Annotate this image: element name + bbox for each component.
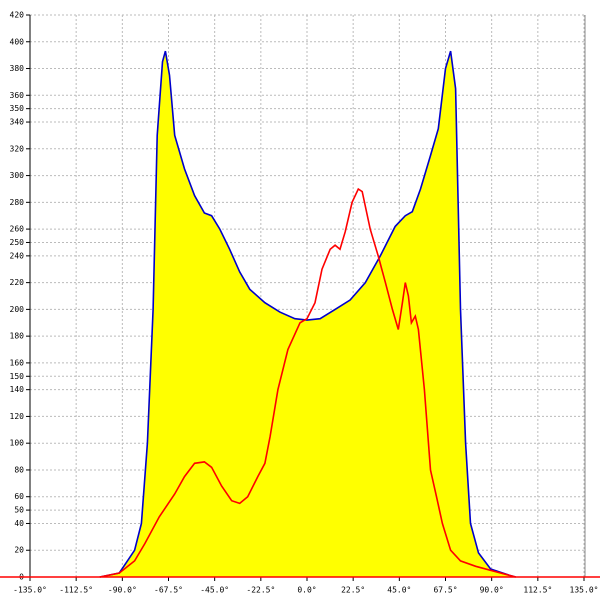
y-tick-label: 180 [10, 332, 25, 341]
y-tick-label: 20 [14, 546, 24, 555]
y-tick-label: 60 [14, 492, 24, 501]
x-tick-label: -112.5° [59, 586, 93, 595]
y-tick-label: 300 [10, 171, 25, 180]
x-tick-label: 112.5° [523, 586, 552, 595]
y-tick-label: 80 [14, 465, 24, 474]
y-tick-label: 200 [10, 305, 25, 314]
x-tick-label: 0.0° [297, 586, 316, 595]
line [99, 50, 516, 578]
y-tick-label: 250 [10, 238, 25, 247]
y-tick-label: 40 [14, 519, 24, 528]
x-tick-label: -135.0° [13, 586, 47, 595]
x-tick-label: 45.0° [387, 586, 411, 595]
y-tick-label: 240 [10, 251, 25, 260]
x-tick-label: 135.0° [570, 586, 599, 595]
x-tick-label: 22.5° [341, 586, 365, 595]
x-tick-label: -22.5° [246, 586, 275, 595]
y-tick-label: 280 [10, 198, 25, 207]
y-tick-label: 350 [10, 104, 25, 113]
y-tick-label: 160 [10, 358, 25, 367]
x-tick-label: -90.0° [108, 586, 137, 595]
y-tick-label: 150 [10, 372, 25, 381]
y-tick-label: 380 [10, 64, 25, 73]
x-tick-label: -45.0° [200, 586, 229, 595]
y-tick-label: 320 [10, 144, 25, 153]
x-tick-label: 90.0° [480, 586, 504, 595]
y-tick-label: 140 [10, 385, 25, 394]
y-tick-label: 360 [10, 91, 25, 100]
y-tick-label: 400 [10, 37, 25, 46]
y-tick-label: 220 [10, 278, 25, 287]
y-tick-label: 50 [14, 506, 24, 515]
y-tick-label: 260 [10, 225, 25, 234]
y-tick-label: 420 [10, 11, 25, 20]
x-tick-label: 67.5° [433, 586, 457, 595]
y-tick-label: 340 [10, 118, 25, 127]
x-tick-label: -67.5° [154, 586, 183, 595]
area-fill [99, 51, 516, 578]
y-tick-label: 100 [10, 439, 25, 448]
y-tick-label: 120 [10, 412, 25, 421]
line [99, 187, 516, 578]
